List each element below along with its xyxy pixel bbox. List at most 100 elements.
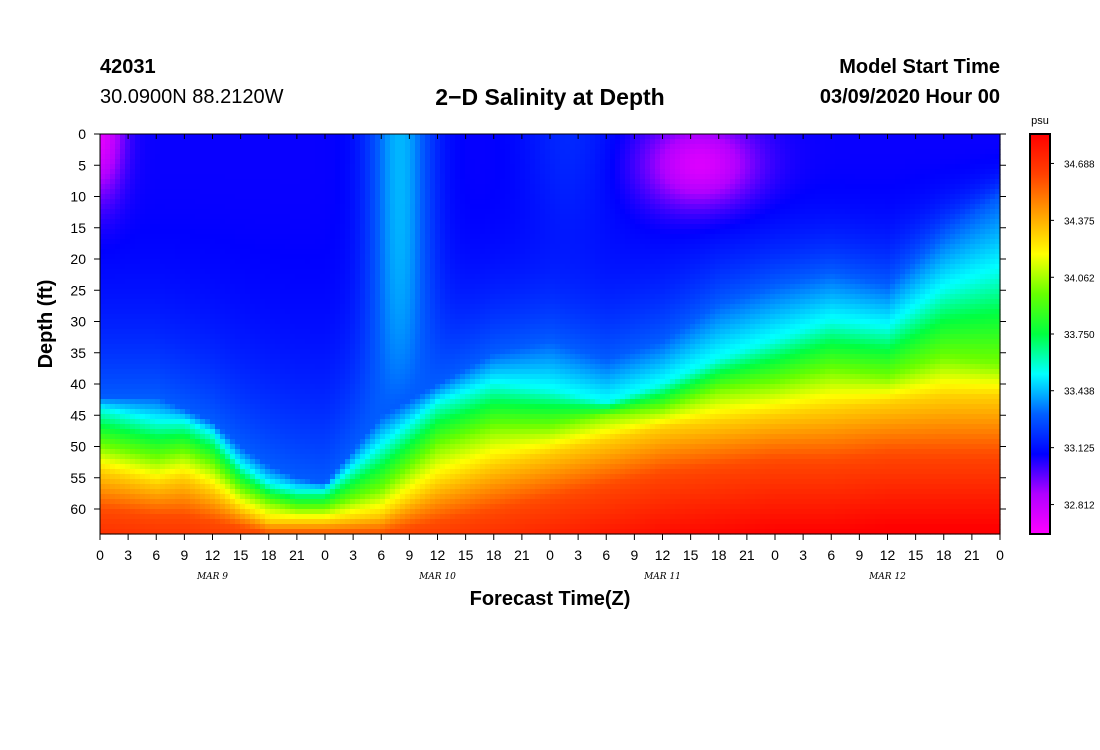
heatmap-cell [385, 159, 391, 165]
heatmap-cell [210, 139, 216, 145]
heatmap-cell [280, 279, 286, 285]
heatmap-cell [125, 339, 131, 345]
heatmap-cell [160, 509, 166, 515]
heatmap-cell [365, 474, 371, 480]
heatmap-cell [315, 249, 321, 255]
heatmap-cell [255, 414, 261, 420]
heatmap-cell [255, 504, 261, 510]
heatmap-cell [255, 494, 261, 500]
heatmap-cell [140, 159, 146, 165]
heatmap-cell [165, 134, 171, 140]
heatmap-cell [230, 289, 236, 295]
heatmap-cell [365, 504, 371, 510]
heatmap-cell [405, 344, 411, 350]
heatmap-cell [185, 294, 191, 300]
heatmap-cell [400, 404, 406, 410]
heatmap-cell [165, 384, 171, 390]
heatmap-cell [390, 474, 396, 480]
heatmap-cell [310, 279, 316, 285]
heatmap-cell [185, 334, 191, 340]
heatmap-cell [175, 229, 181, 235]
heatmap-cell [180, 299, 186, 305]
heatmap-cell [190, 384, 196, 390]
heatmap-cell [210, 514, 216, 520]
heatmap-cell [320, 504, 326, 510]
heatmap-cell [190, 469, 196, 475]
heatmap-cell [240, 414, 246, 420]
heatmap-cell [395, 154, 401, 160]
heatmap-cell [330, 349, 336, 355]
heatmap-cell [120, 304, 126, 310]
heatmap-cell [310, 369, 316, 375]
heatmap-cell [340, 269, 346, 275]
heatmap-cell [305, 449, 311, 455]
heatmap-cell [185, 154, 191, 160]
heatmap-cell [265, 389, 271, 395]
heatmap-cell [240, 399, 246, 405]
heatmap-cell [375, 469, 381, 475]
heatmap-cell [325, 369, 331, 375]
heatmap-cell [370, 314, 376, 320]
heatmap-cell [120, 464, 126, 470]
heatmap-cell [375, 309, 381, 315]
heatmap-cell [160, 329, 166, 335]
heatmap-cell [165, 324, 171, 330]
heatmap-cell [100, 234, 106, 240]
heatmap-cell [360, 254, 366, 260]
heatmap-cell [195, 484, 201, 490]
heatmap-cell [135, 294, 141, 300]
heatmap-cell [310, 324, 316, 330]
heatmap-cell [135, 499, 141, 505]
heatmap-cell [120, 149, 126, 155]
heatmap-cell [370, 239, 376, 245]
heatmap-cell [125, 514, 131, 520]
heatmap-cell [330, 219, 336, 225]
heatmap-cell [280, 364, 286, 370]
heatmap-cell [360, 349, 366, 355]
heatmap-cell [190, 479, 196, 485]
heatmap-cell [265, 339, 271, 345]
heatmap-cell [310, 364, 316, 370]
heatmap-cell [100, 379, 106, 385]
heatmap-cell [200, 299, 206, 305]
heatmap-cell [190, 399, 196, 405]
heatmap-cell [400, 489, 406, 495]
heatmap-cell [185, 414, 191, 420]
heatmap-cell [240, 424, 246, 430]
heatmap-cell [295, 484, 301, 490]
heatmap-cell [140, 384, 146, 390]
heatmap-cell [340, 514, 346, 520]
heatmap-cell [260, 359, 266, 365]
heatmap-cell [125, 304, 131, 310]
heatmap-cell [120, 289, 126, 295]
heatmap-cell [275, 479, 281, 485]
heatmap-cell [130, 414, 136, 420]
heatmap-cell [320, 244, 326, 250]
heatmap-cell [375, 414, 381, 420]
heatmap-cell [285, 199, 291, 205]
heatmap-cell [345, 209, 351, 215]
heatmap-cell [265, 494, 271, 500]
heatmap-cell [350, 164, 356, 170]
heatmap-cell [250, 264, 256, 270]
heatmap-cell [150, 154, 156, 160]
heatmap-cell [100, 369, 106, 375]
heatmap-cell [110, 394, 116, 400]
heatmap-cell [265, 254, 271, 260]
heatmap-cell [115, 344, 121, 350]
heatmap-cell [165, 334, 171, 340]
heatmap-cell [295, 389, 301, 395]
heatmap-cell [215, 164, 221, 170]
heatmap-cell [330, 374, 336, 380]
heatmap-cell [255, 339, 261, 345]
heatmap-cell [125, 314, 131, 320]
heatmap-cell [385, 234, 391, 240]
heatmap-cell [135, 274, 141, 280]
heatmap-cell [165, 319, 171, 325]
heatmap-cell [165, 284, 171, 290]
heatmap-cell [190, 144, 196, 150]
heatmap-cell [130, 469, 136, 475]
heatmap-cell [345, 279, 351, 285]
heatmap-cell [135, 279, 141, 285]
heatmap-cell [250, 394, 256, 400]
